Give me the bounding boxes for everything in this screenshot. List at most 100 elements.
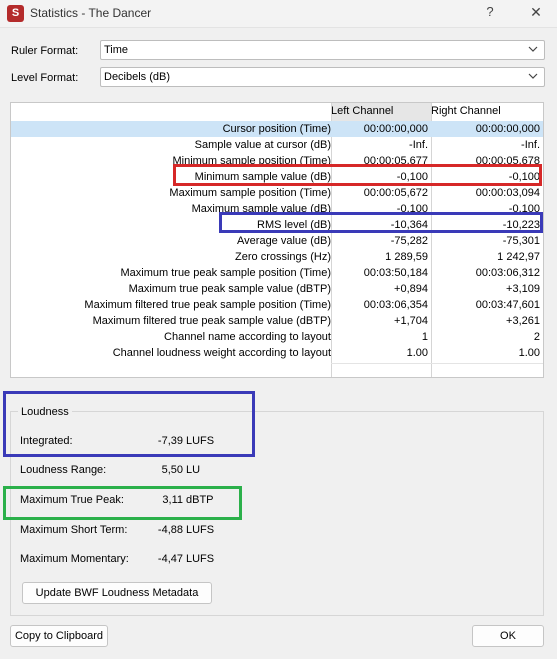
left-value: 00:03:06,354 [363,299,428,311]
row-label: Average value (dB) [237,235,331,247]
row-label: Maximum sample position (Time) [169,187,331,199]
loudness-row-max-true-peak: Maximum True Peak: 3,11 dBTP [20,494,320,510]
loudness-row-integrated: Integrated: -7,39 LUFS [20,435,320,451]
loudness-unit: LUFS [186,435,215,447]
left-value: 00:03:50,184 [363,267,428,279]
blue-highlight-box [219,212,543,233]
level-format-label: Level Format: [11,72,79,84]
ruler-format-select[interactable]: Time [100,40,545,60]
row-label: Minimum sample value (dB) [194,171,331,183]
table-row[interactable]: Maximum sample position (Time) 00:00:05,… [11,185,543,201]
table-row[interactable]: Maximum filtered true peak sample positi… [11,297,543,313]
right-value: 00:00:03,094 [475,187,540,199]
table-row[interactable]: Average value (dB) -75,282 -75,301 [11,233,543,249]
loudness-value: -7,39 [157,435,183,447]
left-value: 00:00:00,000 [363,123,428,135]
update-bwf-loudness-button[interactable]: Update BWF Loudness Metadata [22,582,212,604]
row-label: Maximum true peak sample value (dBTP) [128,283,331,295]
chevron-down-icon [528,73,538,79]
row-label: Maximum true peak sample position (Time) [120,267,332,279]
close-button[interactable]: ✕ [530,4,542,20]
ok-button[interactable]: OK [472,625,544,647]
table-row[interactable]: Channel loudness weight according to lay… [11,345,543,361]
row-label: Channel loudness weight according to lay… [112,347,331,359]
right-value: -0,100 [508,171,540,183]
copy-to-clipboard-button[interactable]: Copy to Clipboard [10,625,108,647]
loudness-value: -4,47 [157,553,183,565]
chevron-down-icon [528,46,538,52]
loudness-label: Maximum True Peak: [20,494,124,506]
app-logo-icon: S [7,5,24,22]
left-value: -75,282 [390,235,428,247]
blue-highlight-box [3,391,255,457]
right-value: 00:00:00,000 [475,123,540,135]
right-value: 2 [533,331,540,343]
loudness-label: Maximum Momentary: [20,553,129,565]
row-label: Maximum filtered true peak sample positi… [84,299,331,311]
table-row[interactable]: Maximum true peak sample value (dBTP) +0… [11,281,543,297]
right-value: 1 242,97 [497,251,540,263]
table-row[interactable]: Cursor position (Time) 00:00:00,000 00:0… [11,121,543,137]
grid-line [331,363,543,364]
ruler-format-value: Time [104,44,129,56]
ruler-format-label: Ruler Format: [11,45,79,57]
loudness-row-max-short-term: Maximum Short Term: -4,88 LUFS [20,524,320,540]
loudness-unit: dBTP [186,494,214,506]
table-row[interactable]: RMS level (dB) -10,364 -10,223 [11,217,543,233]
right-value: +3,109 [506,283,540,295]
loudness-value: 5,50 [161,464,183,476]
statistics-table[interactable]: Left Channel Right Channel Cursor positi… [10,102,544,378]
table-row[interactable]: Zero crossings (Hz) 1 289,59 1 242,97 [11,249,543,265]
right-value: -Inf. [521,139,540,151]
loudness-label: Loudness Range: [20,464,107,476]
left-value: -0,100 [396,171,428,183]
left-value: -10,364 [390,219,428,231]
right-value: 00:03:06,312 [475,267,540,279]
row-label: Cursor position (Time) [222,123,331,135]
column-header-left-channel[interactable]: Left Channel [331,103,431,121]
row-label: Maximum filtered true peak sample value … [92,315,331,327]
green-highlight-box [3,486,242,520]
table-row[interactable]: Sample value at cursor (dB) -Inf. -Inf. [11,137,543,153]
loudness-group-title: Loudness [18,406,72,418]
right-value: 1.00 [518,347,540,359]
row-label: Channel name according to layout [164,331,331,343]
title-bar: S Statistics - The Dancer ? ✕ [0,0,557,28]
right-value: 00:03:47,601 [475,299,540,311]
help-button[interactable]: ? [486,4,494,19]
loudness-unit: LUFS [186,524,215,536]
window-title: Statistics - The Dancer [30,6,152,20]
red-highlight-box [173,164,542,186]
row-label: Sample value at cursor (dB) [194,139,331,151]
loudness-value: -4,88 [157,524,183,536]
table-row[interactable]: Minimum sample value (dB) -0,100 -0,100 [11,169,543,185]
loudness-row-max-momentary: Maximum Momentary: -4,47 LUFS [20,553,320,569]
left-value: +1,704 [394,315,428,327]
row-label: RMS level (dB) [257,219,331,231]
level-format-value: Decibels (dB) [104,71,171,83]
level-format-select[interactable]: Decibels (dB) [100,67,545,87]
left-value: 1 289,59 [385,251,428,263]
loudness-unit: LU [186,464,201,476]
left-value: 1.00 [406,347,428,359]
left-value: 00:00:05,672 [363,187,428,199]
loudness-value: 3,11 [162,494,183,506]
left-value: 1 [421,331,428,343]
right-value: -10,223 [502,219,540,231]
left-value: -Inf. [409,139,428,151]
left-value: +0,894 [394,283,428,295]
loudness-group [10,411,544,616]
loudness-row-range: Loudness Range: 5,50 LU [20,464,320,480]
right-value: +3,261 [506,315,540,327]
loudness-label: Maximum Short Term: [20,524,128,536]
column-header-right-channel[interactable]: Right Channel [431,103,543,121]
table-row[interactable]: Maximum filtered true peak sample value … [11,313,543,329]
table-row[interactable]: Maximum true peak sample position (Time)… [11,265,543,281]
column-divider [331,103,332,377]
table-row[interactable]: Channel name according to layout 1 2 [11,329,543,345]
loudness-unit: LUFS [186,553,215,565]
loudness-label: Integrated: [20,435,73,447]
right-value: -75,301 [502,235,540,247]
column-divider [431,103,432,377]
row-label: Zero crossings (Hz) [235,251,331,263]
